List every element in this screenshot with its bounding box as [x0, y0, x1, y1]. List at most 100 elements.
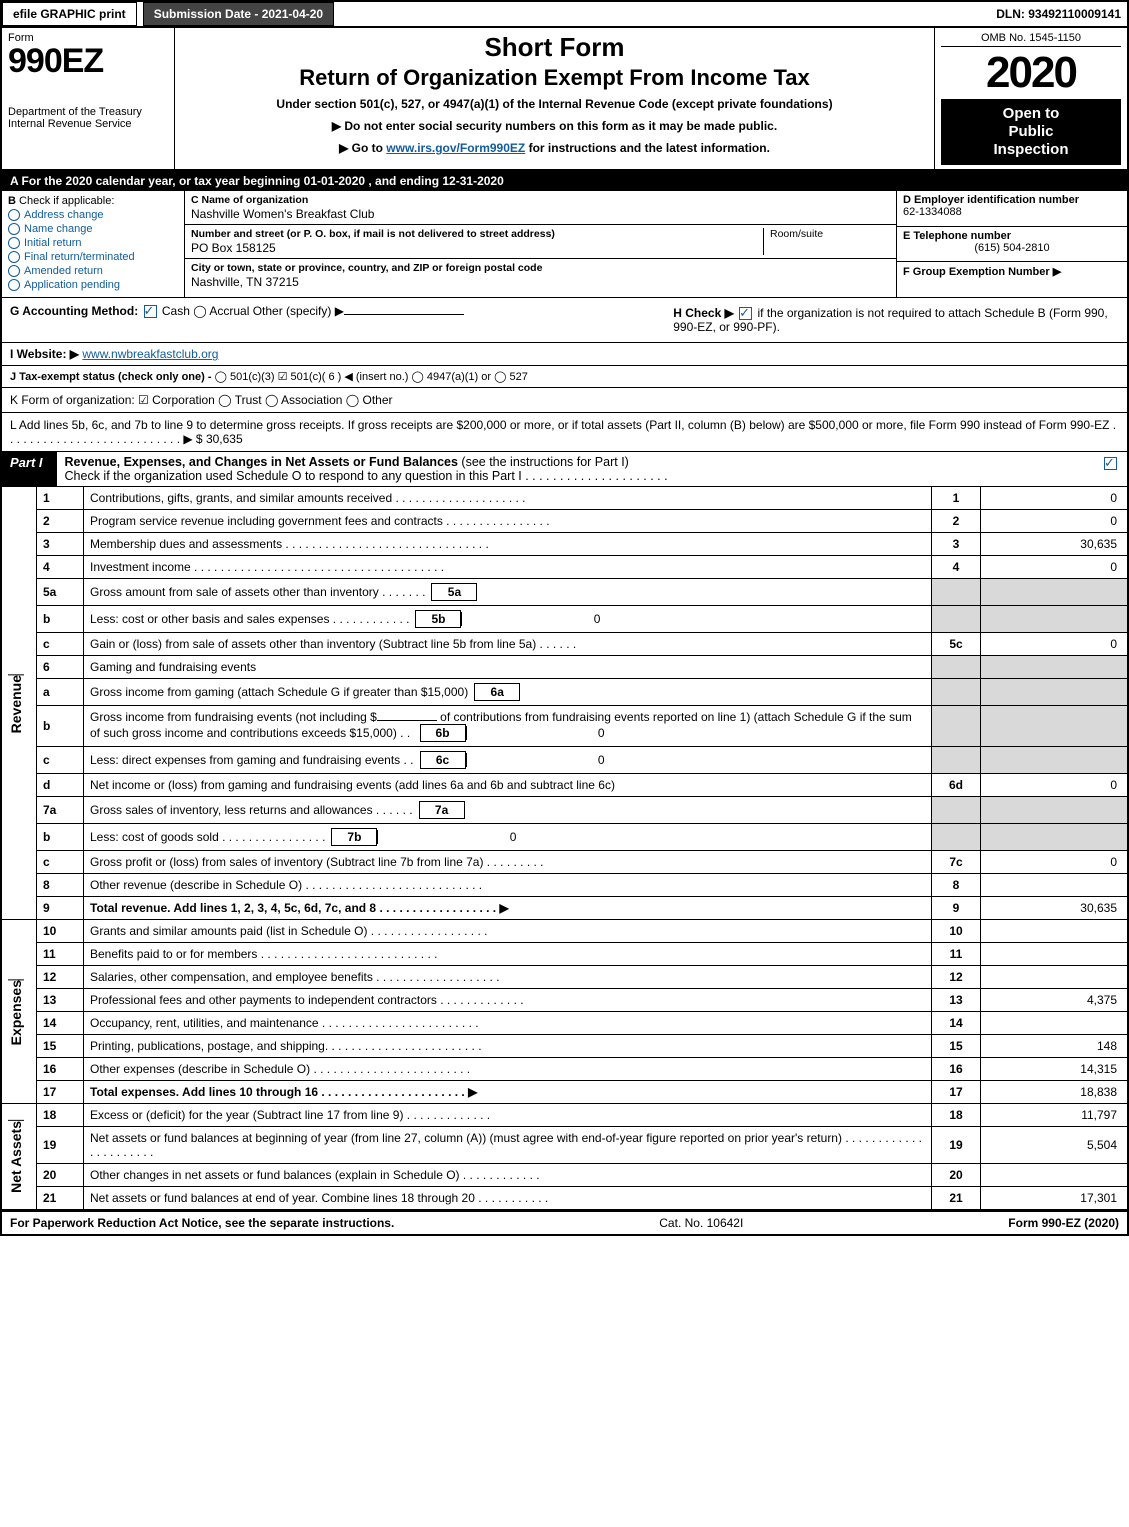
line-amt [981, 1012, 1129, 1035]
header-right: OMB No. 1545-1150 2020 Open to Public In… [934, 28, 1127, 169]
org-city: Nashville, TN 37215 [191, 275, 890, 289]
line-num: 21 [37, 1187, 84, 1210]
line-col: 21 [932, 1187, 981, 1210]
line-desc: Occupancy, rent, utilities, and maintena… [84, 1012, 932, 1035]
side-revenue: Revenue [8, 674, 24, 733]
i-label: I Website: ▶ [10, 347, 79, 361]
line-desc: Printing, publications, postage, and shi… [84, 1035, 932, 1058]
irs-link[interactable]: www.irs.gov/Form990EZ [386, 141, 525, 155]
checkif-label: Check if applicable: [19, 195, 114, 207]
line-desc: Gross income from gaming (attach Schedul… [84, 679, 932, 706]
gh-row: G Accounting Method: Cash ◯ Accrual Othe… [0, 298, 1129, 343]
page-footer: For Paperwork Reduction Act Notice, see … [0, 1210, 1129, 1236]
tax-year: 2020 [941, 51, 1121, 95]
line-num: 16 [37, 1058, 84, 1081]
line-desc: Gross profit or (loss) from sales of inv… [84, 851, 932, 874]
line-col: 18 [932, 1104, 981, 1127]
line-amt: 18,838 [981, 1081, 1129, 1104]
ein-value: 62-1334088 [903, 206, 1121, 218]
g-label: G Accounting Method: [10, 304, 138, 318]
line-num: 12 [37, 966, 84, 989]
line-amt: 148 [981, 1035, 1129, 1058]
dept-label: Department of the Treasury [8, 106, 168, 118]
line-desc: Less: direct expenses from gaming and fu… [84, 747, 932, 774]
line-num: b [37, 824, 84, 851]
part1-subtitle: Check if the organization used Schedule … [65, 469, 668, 483]
line-amt [981, 966, 1129, 989]
part1-title-rest: (see the instructions for Part I) [458, 455, 629, 469]
open-line1: Open to [945, 105, 1117, 123]
line-col: 3 [932, 533, 981, 556]
line-amt [981, 920, 1129, 943]
line-num: 3 [37, 533, 84, 556]
ck-address-change[interactable]: Address change [8, 209, 178, 221]
under-section: Under section 501(c), 527, or 4947(a)(1)… [183, 97, 926, 111]
ck-name-change[interactable]: Name change [8, 223, 178, 235]
line-desc: Salaries, other compensation, and employ… [84, 966, 932, 989]
j-options: ◯ 501(c)(3) ☑ 501(c)( 6 ) ◀ (insert no.)… [215, 371, 528, 383]
line-desc: Gross amount from sale of assets other t… [84, 579, 932, 606]
ck-final-return[interactable]: Final return/terminated [8, 251, 178, 263]
line-num: 5a [37, 579, 84, 606]
line-desc: Net assets or fund balances at end of ye… [84, 1187, 932, 1210]
omb-number: OMB No. 1545-1150 [941, 32, 1121, 47]
footer-cat: Cat. No. 10642I [394, 1216, 1008, 1230]
line-col: 17 [932, 1081, 981, 1104]
ck-initial-return[interactable]: Initial return [8, 237, 178, 249]
line-amt: 11,797 [981, 1104, 1129, 1127]
g-section: G Accounting Method: Cash ◯ Accrual Othe… [10, 304, 653, 336]
line-amt [981, 874, 1129, 897]
line-amt: 0 [981, 487, 1129, 510]
line-num: 4 [37, 556, 84, 579]
footer-right: Form 990-EZ (2020) [1008, 1216, 1119, 1230]
line-desc: Net income or (loss) from gaming and fun… [84, 774, 932, 797]
line-amt [981, 1164, 1129, 1187]
line-desc: Gross income from fundraising events (no… [84, 706, 932, 747]
line-amt: 0 [981, 851, 1129, 874]
line-amt: 30,635 [981, 533, 1129, 556]
k-row: K Form of organization: ☑ Corporation ◯ … [0, 388, 1129, 413]
line-col: 15 [932, 1035, 981, 1058]
footer-left: For Paperwork Reduction Act Notice, see … [10, 1216, 394, 1230]
addr-label: Number and street (or P. O. box, if mail… [191, 228, 763, 240]
goto-post: for instructions and the latest informat… [525, 141, 770, 155]
ck-schedule-b[interactable] [739, 307, 752, 320]
line-num: d [37, 774, 84, 797]
open-line3: Inspection [945, 141, 1117, 159]
line-num: 15 [37, 1035, 84, 1058]
irs-label: Internal Revenue Service [8, 118, 168, 130]
form-code: 990EZ [8, 44, 168, 78]
line-desc: Gross sales of inventory, less returns a… [84, 797, 932, 824]
j-row: J Tax-exempt status (check only one) - ◯… [0, 366, 1129, 388]
form-header: Form 990EZ Department of the Treasury In… [0, 28, 1129, 171]
line-col: 6d [932, 774, 981, 797]
line-amt: 4,375 [981, 989, 1129, 1012]
submission-date-button[interactable]: Submission Date - 2021-04-20 [143, 2, 334, 26]
period-strip: A For the 2020 calendar year, or tax yea… [0, 171, 1129, 191]
line-desc: Less: cost of goods sold . . . . . . . .… [84, 824, 932, 851]
org-address: PO Box 158125 [191, 241, 763, 255]
h-section: H Check ▶ if the organization is not req… [673, 304, 1119, 336]
line-desc: Other revenue (describe in Schedule O) .… [84, 874, 932, 897]
line-col: 9 [932, 897, 981, 920]
ck-app-pending[interactable]: Application pending [8, 279, 178, 291]
org-name: Nashville Women's Breakfast Club [191, 207, 890, 221]
line-num: 11 [37, 943, 84, 966]
part1-title: Revenue, Expenses, and Changes in Net As… [57, 452, 1094, 486]
line-amt: 0 [981, 510, 1129, 533]
g-options: Cash ◯ Accrual Other (specify) ▶ [162, 304, 344, 318]
part1-tag: Part I [2, 452, 57, 486]
j-label: J Tax-exempt status (check only one) - [10, 371, 212, 383]
c-label: C Name of organization [191, 194, 890, 206]
website-link[interactable]: www.nwbreakfastclub.org [82, 347, 218, 361]
line-col: 10 [932, 920, 981, 943]
ck-cash[interactable] [144, 305, 157, 318]
ck-schedule-o[interactable] [1104, 457, 1117, 470]
lines-table: Revenue 1 Contributions, gifts, grants, … [0, 487, 1129, 1210]
line-amt [981, 943, 1129, 966]
ck-amended-return[interactable]: Amended return [8, 265, 178, 277]
line-desc: Other expenses (describe in Schedule O) … [84, 1058, 932, 1081]
line-num: 1 [37, 487, 84, 510]
efile-print-button[interactable]: efile GRAPHIC print [2, 2, 137, 26]
line-num: 6 [37, 656, 84, 679]
